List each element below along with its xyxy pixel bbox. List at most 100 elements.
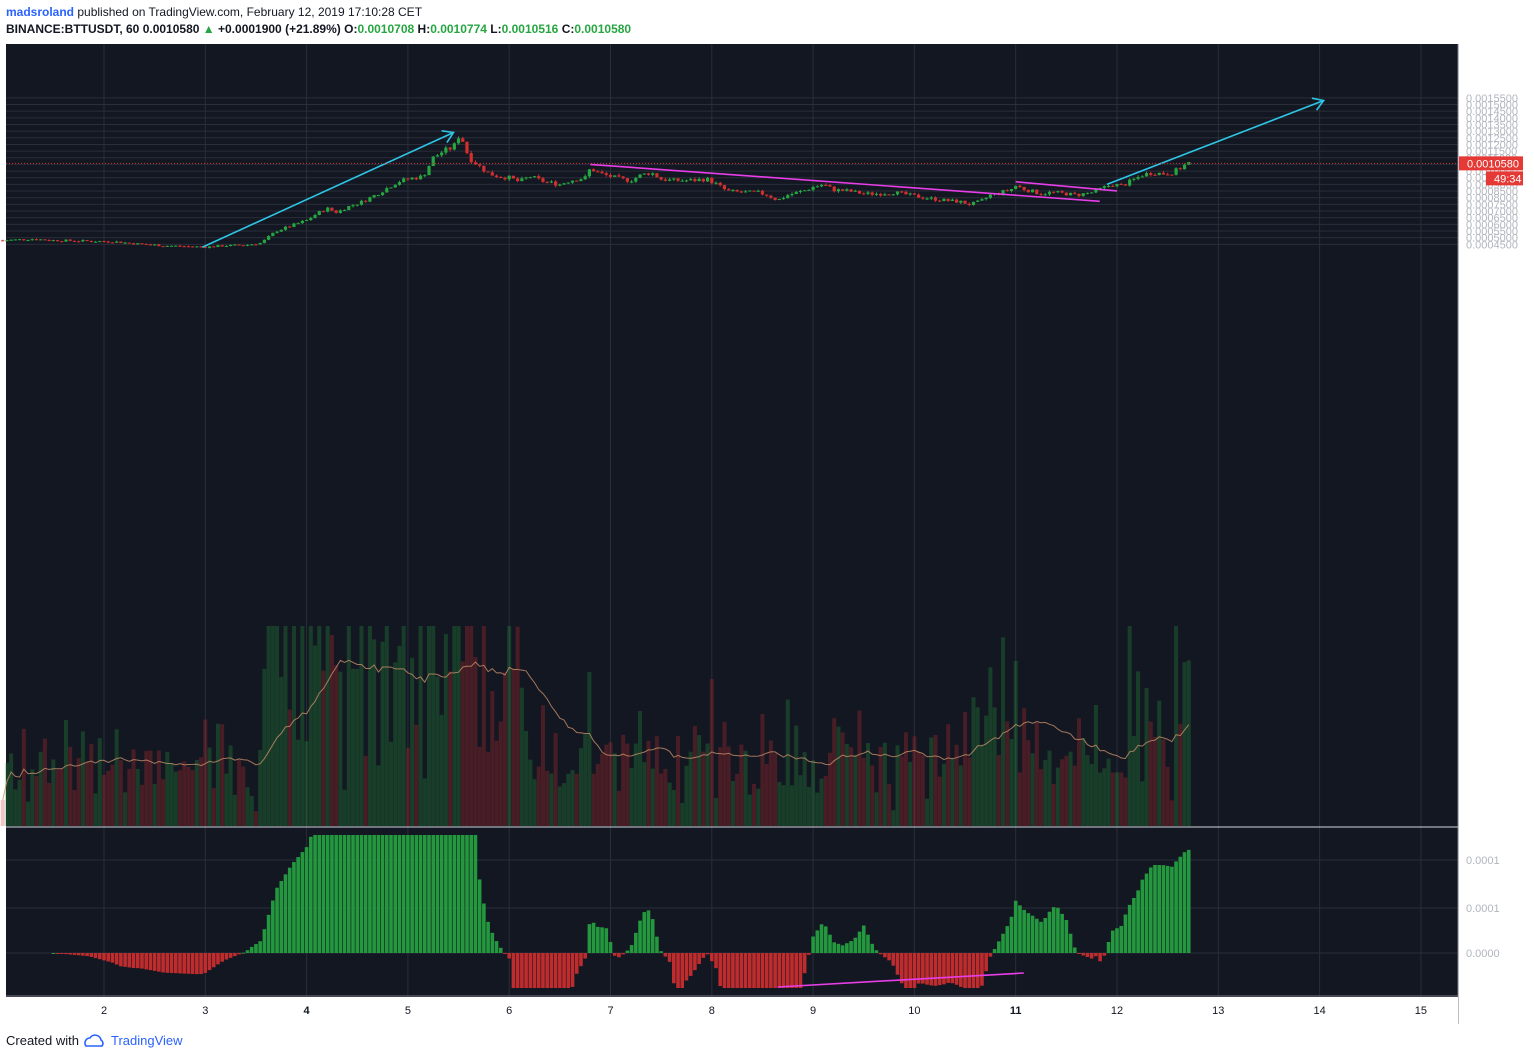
- oscillator-bar: [722, 953, 727, 988]
- volume-bar: [418, 626, 423, 826]
- open-value: 0.0010708: [357, 22, 415, 36]
- y-tick-label: 0.0008500: [1466, 186, 1518, 198]
- candle-body: [625, 178, 629, 182]
- volume-bar: [4, 762, 9, 826]
- candle-body: [43, 239, 47, 241]
- volume-bar: [51, 759, 56, 826]
- volume-bar: [313, 645, 318, 826]
- author-name[interactable]: madsroland: [6, 5, 75, 19]
- volume-bar: [355, 668, 360, 826]
- y-tick-label: 0.0014500: [1466, 106, 1518, 118]
- candle-body: [777, 199, 781, 201]
- volume-bar: [1081, 738, 1086, 826]
- candle-body: [917, 194, 921, 198]
- oscillator-bar: [659, 951, 663, 953]
- candle-body: [1157, 172, 1161, 175]
- volume-bar: [882, 742, 887, 826]
- candle-body: [406, 178, 410, 180]
- oscillator-bar: [625, 950, 630, 953]
- candle-body: [828, 185, 832, 187]
- volume-bar: [21, 728, 26, 826]
- candle-body: [904, 191, 908, 195]
- candle-body: [1123, 184, 1128, 186]
- oscillator-bar: [1123, 914, 1128, 953]
- oscillator-bar: [655, 936, 659, 953]
- oscillator-bar: [524, 953, 528, 988]
- volume-bar: [1064, 755, 1069, 826]
- volume-bar: [764, 763, 769, 826]
- oscillator-bar: [663, 953, 668, 957]
- candle-body: [389, 187, 393, 189]
- volume-bar: [768, 740, 773, 826]
- candle-body: [511, 175, 516, 179]
- oscillator-bar: [1051, 907, 1056, 953]
- oscillator-bar: [287, 867, 292, 953]
- oscillator-bar: [802, 953, 807, 974]
- volume-bar: [524, 731, 529, 826]
- x-tick-label: 11: [1010, 1005, 1022, 1017]
- oscillator-bar: [828, 934, 832, 953]
- volume-bar: [528, 759, 533, 826]
- candle-body: [701, 178, 705, 182]
- x-tick-label: 9: [810, 1005, 816, 1017]
- oscillator-bar: [393, 835, 398, 953]
- volume-bar: [139, 784, 144, 826]
- oscillator-bar: [195, 953, 199, 975]
- cyan-arrowhead-2: [1311, 97, 1326, 111]
- oscillator-bar: [148, 953, 153, 971]
- oscillator-bar: [836, 943, 841, 953]
- volume-bar: [1009, 738, 1014, 826]
- oscillator-bar: [178, 953, 182, 974]
- oscillator-bar: [283, 874, 288, 953]
- candle-body: [499, 176, 503, 178]
- oscillator-bar: [596, 926, 600, 953]
- oscillator-bar: [1077, 953, 1081, 954]
- volume-bar: [1186, 660, 1191, 826]
- osc-tick-label: 0.0001: [1466, 855, 1500, 867]
- candle-body: [883, 194, 887, 196]
- oscillator-bar: [1018, 905, 1022, 953]
- volume-bar: [511, 668, 516, 826]
- volume-bar: [688, 751, 693, 826]
- volume-bar: [389, 741, 394, 826]
- candle-body: [220, 245, 224, 247]
- oscillator-bar: [705, 953, 710, 955]
- candle-body: [731, 189, 735, 191]
- oscillator-bar: [482, 903, 486, 953]
- candle-body: [596, 171, 600, 173]
- volume-bar: [486, 751, 491, 826]
- candle-body: [1035, 189, 1039, 195]
- volume-bar: [346, 626, 351, 826]
- volume-bar: [587, 671, 592, 826]
- oscillator-bar: [937, 953, 942, 986]
- candle-body: [748, 190, 752, 192]
- volume-bar: [237, 759, 242, 826]
- volume-bar: [186, 766, 191, 826]
- up-triangle-icon: ▲: [202, 22, 215, 36]
- volume-bar: [64, 719, 69, 826]
- volume-bar: [941, 763, 946, 826]
- volume-bar: [131, 749, 136, 826]
- candle-body: [1068, 192, 1073, 196]
- candle-body: [372, 195, 376, 198]
- time-scale-panel: [6, 997, 1458, 1024]
- oscillator-bar: [89, 953, 94, 957]
- candle-body: [376, 195, 380, 197]
- candle-body: [250, 244, 254, 246]
- volume-bar: [519, 687, 524, 826]
- oscillator-bar: [1102, 953, 1107, 956]
- oscillator-bar: [634, 932, 638, 953]
- candle-body: [815, 186, 819, 188]
- candle-body: [26, 240, 30, 242]
- x-tick-label: 4: [304, 1005, 311, 1017]
- volume-bar: [975, 707, 980, 826]
- oscillator-bar: [275, 887, 279, 953]
- candle-body: [950, 199, 954, 201]
- candle-body: [1094, 188, 1098, 193]
- oscillator-bar: [439, 835, 444, 953]
- oscillator-bar: [1165, 865, 1170, 953]
- volume-bar: [621, 734, 626, 826]
- footer-brand[interactable]: TradingView: [110, 1033, 183, 1048]
- oscillator-bar: [579, 953, 583, 967]
